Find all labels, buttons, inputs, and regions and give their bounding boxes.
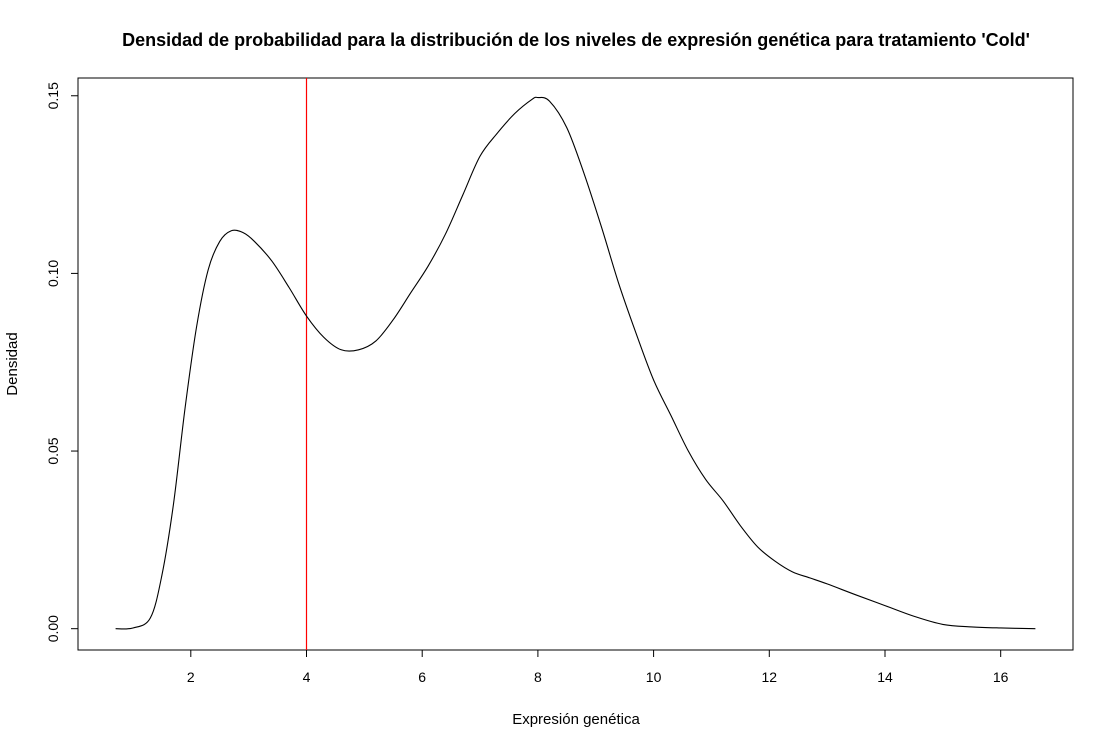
y-tick-label: 0.15 xyxy=(45,82,61,109)
x-tick-label: 14 xyxy=(877,669,893,685)
x-axis: 2 4 6 8 10 12 14 16 xyxy=(187,649,1009,685)
chart-title: Densidad de probabilidad para la distrib… xyxy=(122,30,1030,50)
y-axis-title: Densidad xyxy=(4,332,21,395)
x-tick-label: 6 xyxy=(418,669,426,685)
y-tick-label: 0.00 xyxy=(45,615,61,642)
x-axis-title: Expresión genética xyxy=(512,711,640,728)
x-tick-label: 8 xyxy=(534,669,542,685)
x-tick-label: 2 xyxy=(187,669,195,685)
density-curve xyxy=(115,96,1036,630)
x-tick-label: 10 xyxy=(646,669,662,685)
y-tick-label: 0.05 xyxy=(45,437,61,464)
x-tick-label: 16 xyxy=(993,669,1009,685)
x-tick-label: 4 xyxy=(303,669,311,685)
y-tick-label: 0.10 xyxy=(45,260,61,287)
plot-area-frame xyxy=(77,77,1074,651)
y-axis: 0.00 0.05 0.10 0.15 xyxy=(45,82,79,642)
x-tick-label: 12 xyxy=(762,669,778,685)
